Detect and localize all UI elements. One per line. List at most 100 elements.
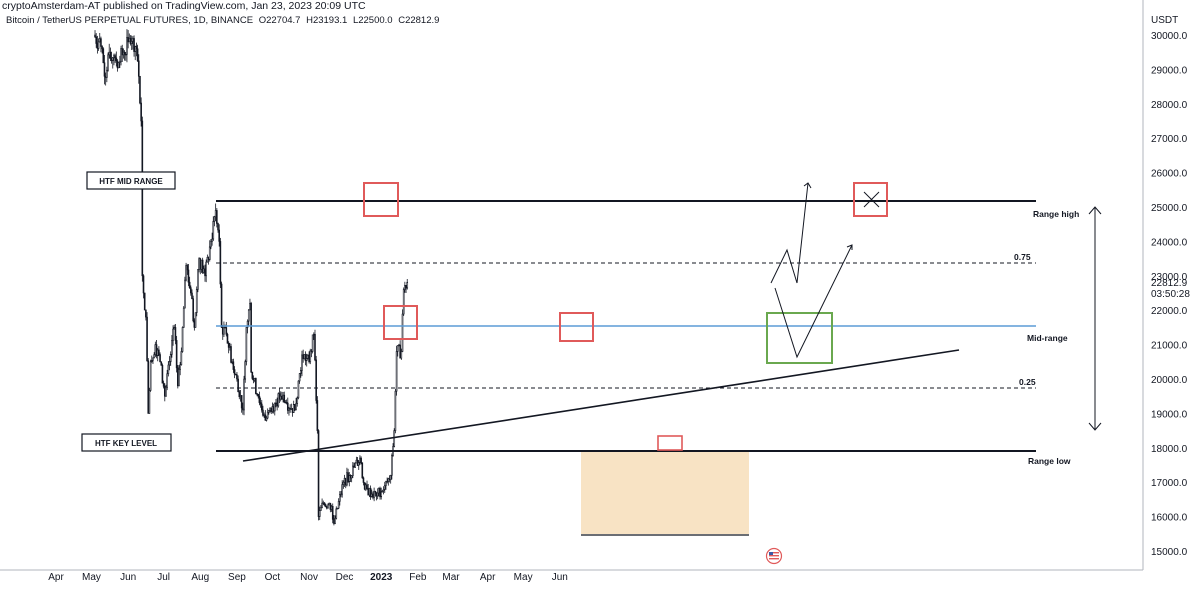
candle-body: [310, 350, 313, 352]
candle-body: [382, 489, 385, 492]
price-axis-ticks: 30000.0 29000.0 28000.0 27000.0 26000.0 25000…: [1151, 31, 1188, 558]
time-tick-label: Mar: [442, 572, 460, 583]
candle: [194, 312, 197, 328]
candle: [289, 404, 291, 413]
candle-body: [278, 393, 281, 400]
candle: [331, 503, 334, 524]
candle: [335, 506, 338, 520]
candle: [182, 306, 185, 328]
candle-body: [219, 241, 222, 285]
candle-body: [368, 487, 371, 496]
candle-body: [366, 484, 368, 490]
published-caption: cryptoAmsterdam-AT published on TradingV…: [2, 0, 366, 12]
candle: [343, 474, 346, 488]
candle-body: [227, 343, 230, 348]
price-tick-label: 24000.0: [1151, 237, 1188, 248]
candle: [370, 489, 373, 498]
candle: [308, 351, 310, 364]
candle: [328, 502, 330, 506]
candle-body: [132, 38, 134, 42]
candle: [104, 72, 107, 86]
candle-body: [402, 289, 405, 315]
candle: [290, 403, 293, 410]
red-box-november-midrange: [559, 312, 594, 342]
candle: [277, 392, 280, 408]
candle: [201, 257, 204, 274]
candle: [382, 486, 385, 495]
candle-body: [148, 390, 151, 414]
candle: [337, 498, 340, 510]
green-box-retest-zone: [766, 312, 833, 364]
candle: [186, 263, 189, 275]
candle-body: [102, 48, 105, 64]
candle: [329, 502, 332, 513]
us-flag-event-icon[interactable]: [765, 547, 783, 565]
candle: [177, 364, 179, 389]
candle: [391, 453, 393, 480]
bar-countdown-label: 03:50:28: [1151, 289, 1190, 300]
candle-body: [100, 38, 102, 47]
candle-body: [347, 472, 349, 483]
candle: [219, 237, 222, 289]
candle: [252, 375, 255, 384]
candle: [117, 61, 120, 69]
candle-body: [298, 373, 301, 382]
time-axis-ticks: Apr May Jun Jul Aug Sep Oct Nov Dec 2023 Feb Mar Apr…: [48, 572, 568, 583]
candle: [288, 406, 290, 416]
candle-body: [369, 487, 372, 498]
candle-body: [339, 494, 341, 502]
candle-body: [406, 281, 409, 289]
candle: [96, 35, 99, 54]
high-value: H23193.1: [306, 15, 348, 26]
candle-body: [123, 51, 126, 55]
candle-body: [130, 41, 133, 44]
candle-body: [285, 402, 288, 404]
candle-body: [230, 346, 232, 363]
candle-body: [308, 355, 310, 363]
candle-body: [247, 309, 250, 322]
candle: [352, 462, 354, 479]
candle-body: [255, 378, 257, 394]
candle: [253, 377, 256, 383]
candle: [198, 257, 200, 273]
candle-body: [181, 327, 184, 352]
candle-body: [258, 395, 261, 403]
candle: [386, 477, 388, 484]
candle: [350, 475, 353, 483]
candle: [240, 395, 243, 413]
candle-body: [246, 320, 249, 328]
candle: [113, 53, 115, 66]
symbol-name[interactable]: Bitcoin / TetherUS PERPETUAL FUTURES, 1D…: [6, 15, 254, 26]
candle-body: [355, 459, 358, 464]
candle-body: [340, 493, 342, 496]
candle-body: [135, 46, 138, 50]
candle-body: [242, 407, 244, 411]
candle: [317, 429, 320, 521]
candle-body: [169, 354, 172, 363]
candle-body: [259, 402, 262, 405]
candle-body: [197, 269, 199, 290]
candle-body: [142, 275, 145, 294]
candle: [123, 50, 126, 61]
candle-body: [342, 481, 345, 485]
candle: [353, 462, 355, 468]
candle-body: [354, 462, 356, 468]
candle-body: [307, 355, 309, 359]
candle: [221, 325, 224, 340]
candle: [324, 503, 327, 508]
candle-body: [288, 407, 290, 411]
candle-body: [122, 51, 125, 56]
candle: [239, 389, 242, 402]
candle: [336, 507, 339, 510]
price-tick-label: 23000.0: [1151, 272, 1188, 283]
candle-body: [270, 407, 273, 412]
ascending-trend-line[interactable]: [242, 349, 960, 462]
candle: [296, 396, 299, 407]
range-high-label: Range high: [1033, 209, 1079, 219]
candle: [150, 355, 153, 363]
candle: [385, 480, 387, 490]
candle: [318, 506, 321, 521]
candle-body: [348, 475, 351, 483]
candle: [195, 286, 198, 317]
